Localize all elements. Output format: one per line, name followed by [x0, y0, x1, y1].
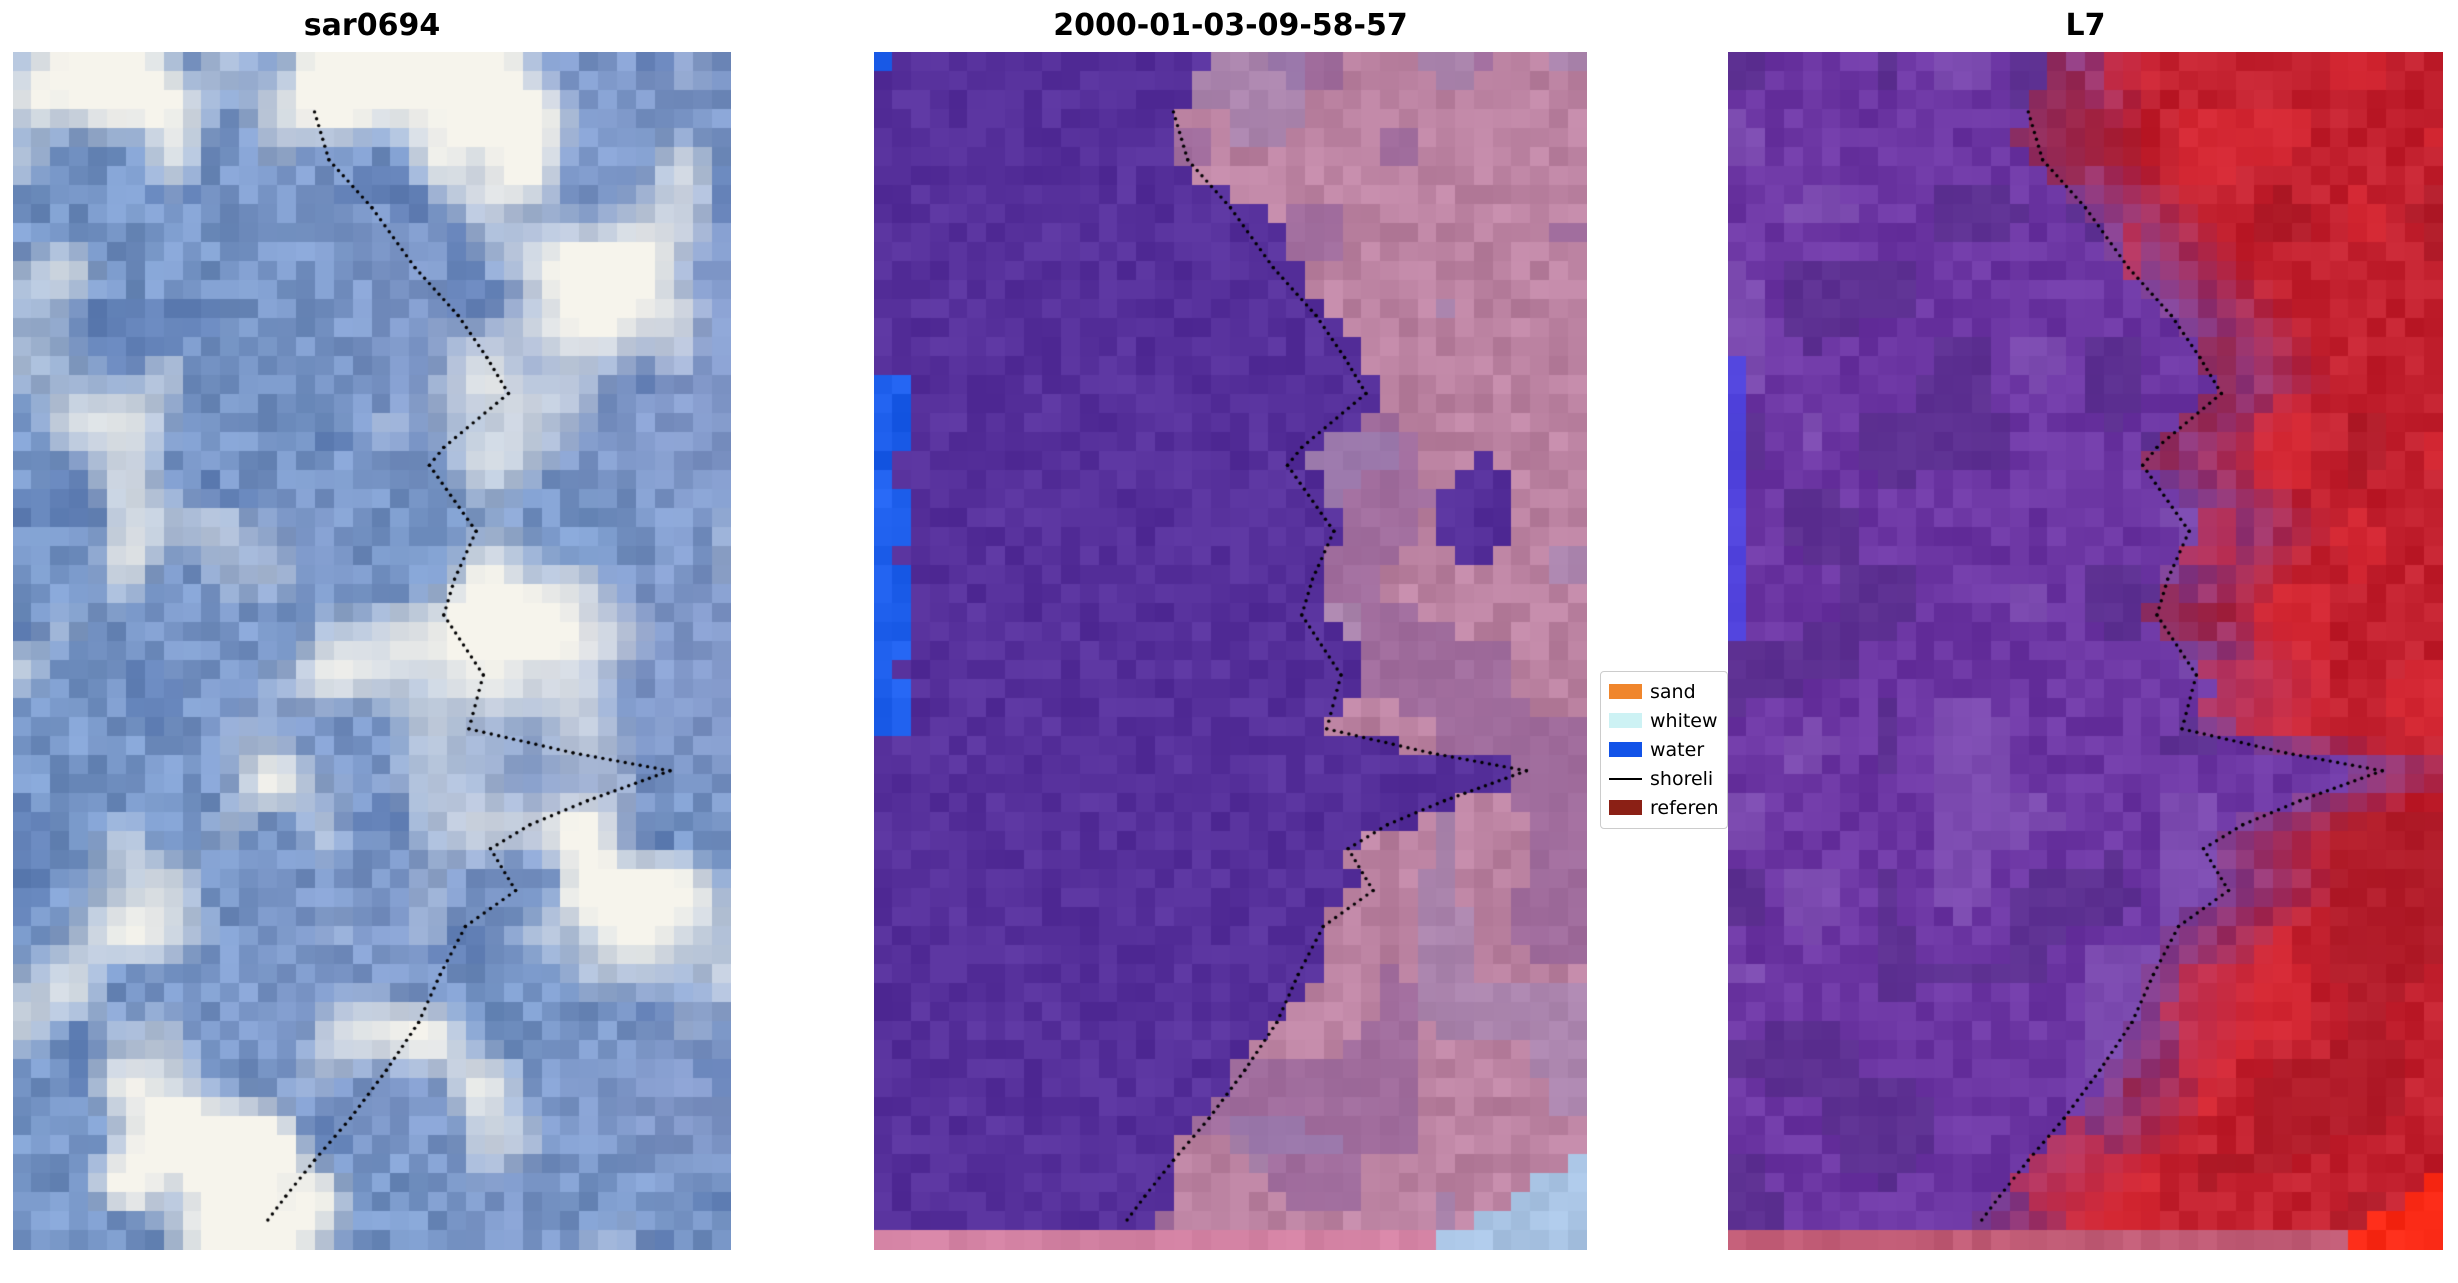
- legend: sand whitew water shoreli referen: [1600, 671, 1728, 829]
- legend-label: whitew: [1650, 709, 1718, 732]
- legend-label: shoreli: [1650, 767, 1714, 790]
- classified-image-canvas: [874, 52, 1587, 1250]
- legend-color-swatch: [1609, 713, 1642, 728]
- legend-color-swatch: [1609, 800, 1642, 815]
- legend-label: sand: [1650, 680, 1696, 703]
- legend-color-swatch: [1609, 742, 1642, 757]
- legend-item: referen: [1601, 793, 1727, 822]
- panel-title-sar0694: sar0694: [303, 8, 441, 43]
- legend-color-swatch: [1609, 684, 1642, 699]
- legend-item: whitew: [1601, 706, 1727, 735]
- legend-item: sand: [1601, 677, 1727, 706]
- sar0694-image-canvas: [13, 52, 731, 1250]
- legend-label: water: [1650, 738, 1705, 761]
- legend-label: referen: [1650, 796, 1719, 819]
- shoreline-line-swatch: [1609, 777, 1642, 780]
- panel-title-l7: L7: [2065, 8, 2106, 43]
- legend-item: water: [1601, 735, 1727, 764]
- legend-item: shoreli: [1601, 764, 1727, 793]
- panel-title-timestamp: 2000-01-03-09-58-57: [1053, 8, 1408, 43]
- l7-image-canvas: [1728, 52, 2443, 1250]
